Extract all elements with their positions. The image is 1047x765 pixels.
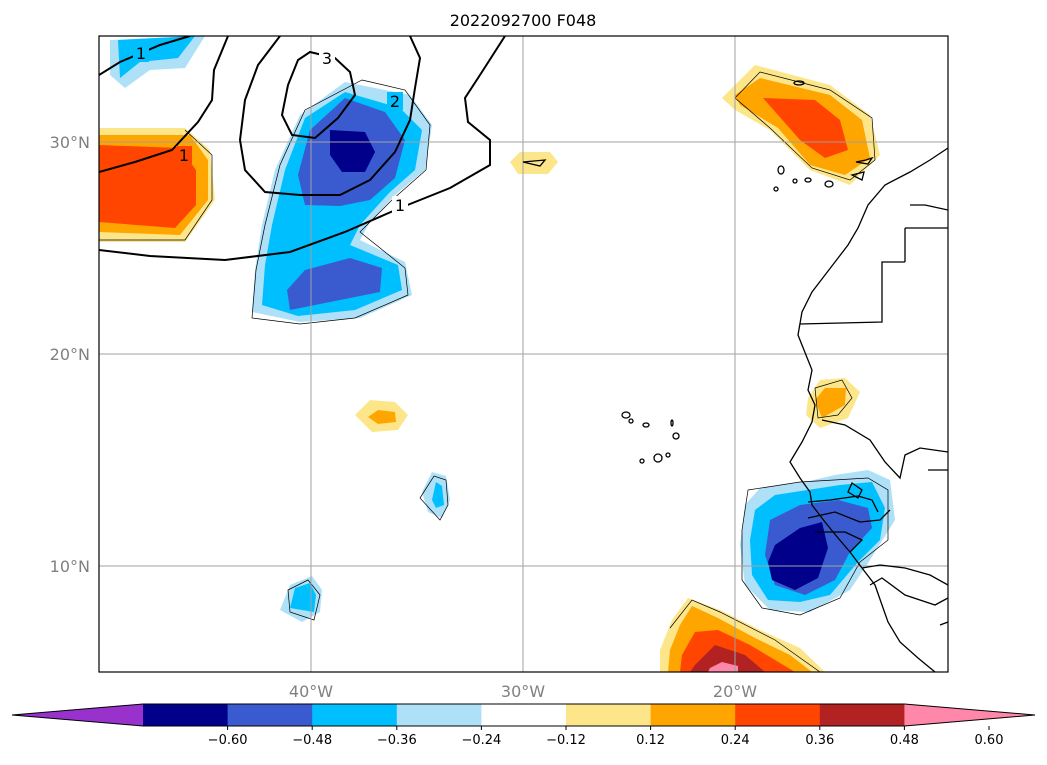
islands (522, 80, 874, 464)
shading-positive-northeast (722, 65, 880, 185)
colorbar-segment (227, 704, 313, 726)
colorbar-tick-label: −0.36 (377, 733, 417, 748)
lon-label-40w: 40°W (289, 682, 333, 701)
contour-label-2: 2 (390, 92, 400, 111)
colorbar-tick-label: 0.36 (805, 733, 834, 748)
contour-label-south: 1 (395, 196, 405, 215)
colorbar-segment (819, 704, 905, 726)
colorbar-segment (650, 704, 736, 726)
colorbar-segment (566, 704, 652, 726)
colorbar-outline (11, 703, 1036, 727)
colorbar-extend-high (904, 704, 1035, 726)
thin-contours (99, 71, 889, 672)
map-panel: 1 1 1 2 3 (99, 36, 948, 672)
lon-label-30w: 30°W (501, 682, 545, 701)
colorbar-segment (481, 704, 567, 726)
colorbar-tick-label: −0.24 (461, 733, 501, 748)
latitude-labels: 30°N 20°N 10°N (50, 133, 90, 576)
labeled-contours (99, 36, 506, 262)
shading-positive-south (660, 598, 825, 672)
shading-negative-southeast (740, 470, 895, 612)
colorbar-segment (143, 704, 229, 726)
colorbar-segment (735, 704, 821, 726)
colorbar-tick-label: −0.48 (292, 733, 332, 748)
colorbar-segment (312, 704, 398, 726)
shading-positive-midocean (355, 152, 558, 432)
colorbar-tick-label: 0.24 (721, 733, 750, 748)
lat-label-20n: 20°N (50, 345, 90, 364)
shading-positive-coast (806, 378, 860, 428)
contour-label-3: 3 (322, 49, 332, 68)
contour-labels: 1 1 1 2 3 (133, 44, 408, 215)
colorbar-tick-label: 0.12 (636, 733, 665, 748)
lon-label-20w: 20°W (713, 682, 757, 701)
map-frame (98, 35, 949, 673)
contour-label-west: 1 (179, 146, 189, 165)
coastlines (789, 147, 948, 672)
colorbar-tick-label: −0.12 (546, 733, 586, 748)
colorbar-extend-low (12, 704, 143, 726)
colorbar: −0.60 −0.48 −0.36 −0.24 −0.12 0.12 0.24 0.36 0.4… (11, 703, 1036, 748)
colorbar-tick-label: 0.60 (975, 733, 1004, 748)
colorbar-tick-label: −0.60 (208, 733, 248, 748)
longitude-labels: 40°W 30°W 20°W (289, 682, 757, 701)
lat-label-30n: 30°N (50, 133, 90, 152)
colorbar-tick-label: 0.48 (890, 733, 919, 748)
map-title: 2022092700 F048 (450, 11, 597, 30)
colorbar-segment (396, 704, 482, 726)
contour-label-nw: 1 (136, 44, 146, 63)
lat-label-10n: 10°N (50, 557, 90, 576)
